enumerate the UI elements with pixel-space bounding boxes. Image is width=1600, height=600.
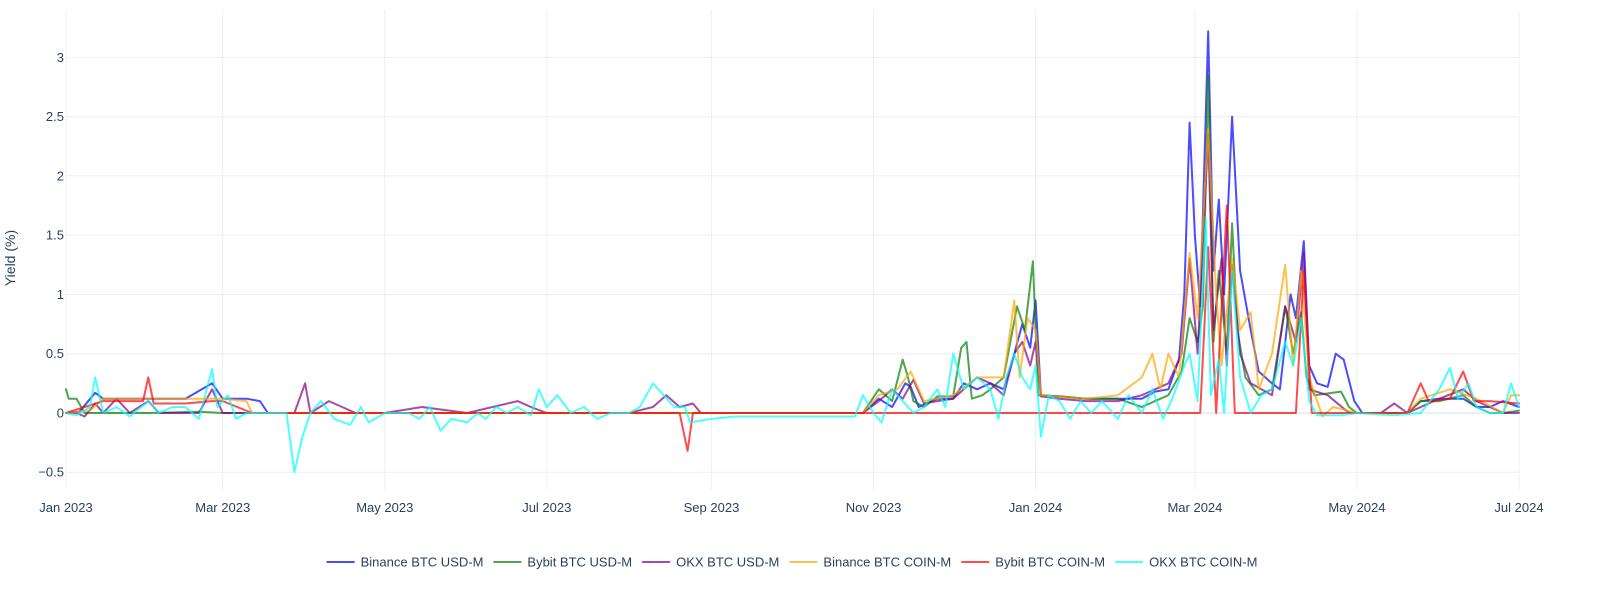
series-line-6 <box>65 216 1520 474</box>
series-line-5 <box>65 204 1520 452</box>
x-tick-label: Mar 2024 <box>1167 500 1222 515</box>
y-tick-label: 2 <box>57 168 64 183</box>
series-line-4 <box>65 127 1520 418</box>
series-line-1 <box>65 30 1520 414</box>
x-tick-label: Jul 2024 <box>1494 500 1543 515</box>
legend-label: Bybit BTC COIN-M <box>995 555 1105 570</box>
y-tick-label: 1.5 <box>46 228 64 243</box>
legend-item[interactable]: Binance BTC USD-M <box>326 555 484 570</box>
legend-label: OKX BTC COIN-M <box>1149 555 1257 570</box>
x-tick-label: Jan 2023 <box>39 500 93 515</box>
y-tick-label: 0 <box>57 405 64 420</box>
x-axis-ticks: Jan 2023 Mar 2023 May 2023 Jul 2023 Sep 2023… <box>39 500 1543 515</box>
legend-item[interactable]: Bybit BTC USD-M <box>493 555 632 570</box>
legend-item[interactable]: Binance BTC COIN-M <box>789 555 951 570</box>
legend-label: Bybit BTC USD-M <box>527 555 632 570</box>
series-line-3 <box>65 133 1520 418</box>
x-tick-label: May 2023 <box>356 500 413 515</box>
y-tick-label: 0.5 <box>46 346 64 361</box>
y-axis-title: Yield (%) <box>2 230 18 286</box>
y-tick-label: 1 <box>57 287 64 302</box>
legend-item[interactable]: OKX BTC USD-M <box>642 555 779 570</box>
y-tick-label: −0.5 <box>38 465 64 480</box>
x-tick-label: Jan 2024 <box>1009 500 1063 515</box>
y-tick-label: 2.5 <box>46 109 64 124</box>
x-tick-label: Sep 2023 <box>684 500 740 515</box>
x-tick-label: Jul 2023 <box>522 500 571 515</box>
legend-label: OKX BTC USD-M <box>676 555 779 570</box>
series-line-2 <box>65 74 1520 414</box>
series-lines <box>65 30 1520 474</box>
y-tick-label: 3 <box>57 50 64 65</box>
legend-item[interactable]: OKX BTC COIN-M <box>1115 555 1257 570</box>
y-axis-ticks: −0.5 0 0.5 1 1.5 2 2.5 3 <box>38 50 64 480</box>
legend-item[interactable]: Bybit BTC COIN-M <box>961 555 1105 570</box>
x-tick-label: Mar 2023 <box>195 500 250 515</box>
legend-label: Binance BTC USD-M <box>361 555 484 570</box>
x-tick-label: Nov 2023 <box>846 500 902 515</box>
x-tick-label: May 2024 <box>1328 500 1385 515</box>
legend-label: Binance BTC COIN-M <box>823 555 951 570</box>
gridlines <box>65 10 1520 490</box>
legend: Binance BTC USD-M Bybit BTC USD-M OKX BTC … <box>326 555 1257 570</box>
